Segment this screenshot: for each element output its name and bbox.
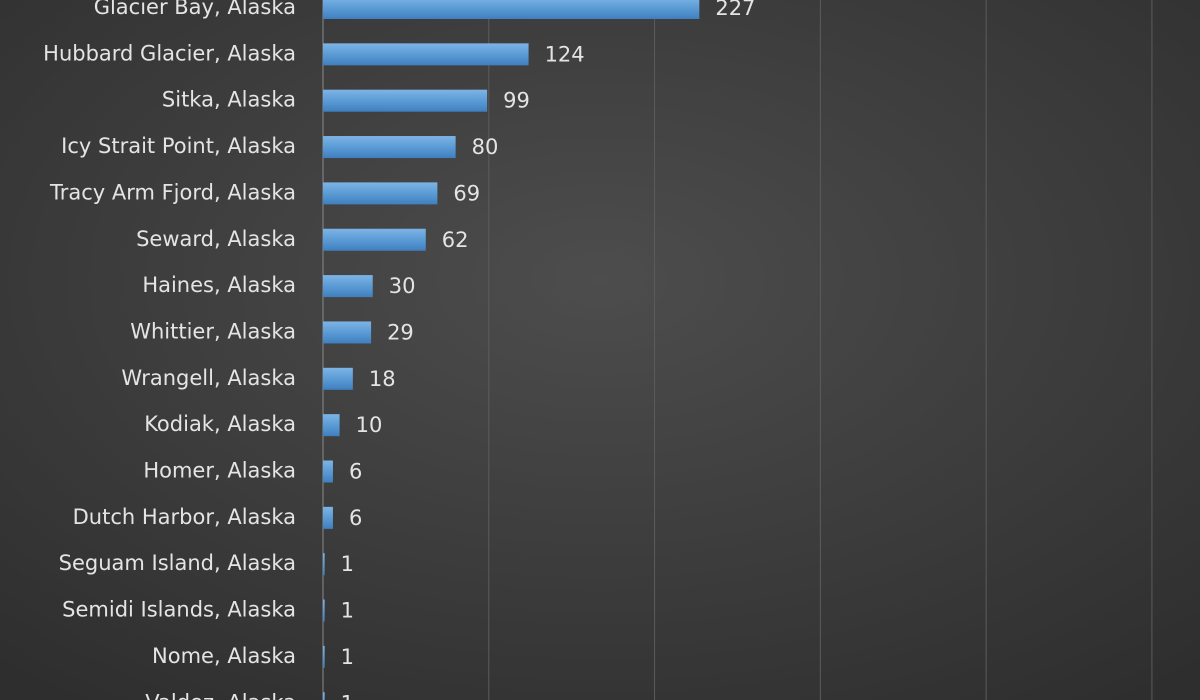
bar: [323, 599, 325, 622]
y-tick-label: Seguam Island, Alaska: [59, 551, 296, 575]
value-label: 124: [545, 42, 585, 66]
bar: [323, 692, 325, 700]
bar: [323, 553, 325, 576]
bar: [323, 414, 340, 437]
value-label: 1: [341, 645, 354, 669]
y-tick-label: Semidi Islands, Alaska: [62, 598, 296, 622]
bar: [323, 506, 333, 529]
value-label: 69: [453, 181, 480, 205]
value-label: 1: [341, 599, 354, 623]
bar: [323, 43, 529, 66]
bar: [323, 275, 373, 298]
bar: [323, 321, 372, 344]
value-label: 1: [341, 691, 354, 700]
y-tick-label: Dutch Harbor, Alaska: [73, 505, 296, 529]
y-tick-label: Whittier, Alaska: [130, 319, 296, 343]
y-tick-label: Seward, Alaska: [136, 227, 296, 251]
value-label: 6: [349, 460, 362, 484]
y-tick-label: Sitka, Alaska: [162, 88, 296, 112]
bar: [323, 228, 426, 251]
y-tick-label: Tracy Arm Fjord, Alaska: [49, 180, 296, 204]
y-tick-label: Glacier Bay, Alaska: [94, 0, 296, 19]
value-label: 80: [472, 135, 499, 159]
y-tick-label: Haines, Alaska: [142, 273, 296, 297]
bar: [323, 0, 700, 19]
value-label: 6: [349, 506, 362, 530]
value-label: 227: [715, 0, 755, 20]
value-label: 30: [389, 274, 416, 298]
y-tick-label: Icy Strait Point, Alaska: [61, 134, 296, 158]
bar: [323, 136, 456, 159]
value-label: 62: [442, 228, 469, 252]
y-tick-label: Nome, Alaska: [152, 644, 296, 668]
y-tick-label: Kodiak, Alaska: [144, 412, 296, 436]
value-label: 1: [341, 552, 354, 576]
y-tick-label: Valdez, Alaska: [145, 690, 296, 700]
y-tick-label: Wrangell, Alaska: [121, 366, 296, 390]
y-tick-label: Hubbard Glacier, Alaska: [43, 41, 296, 65]
bar: [323, 460, 333, 483]
value-label: 29: [387, 320, 414, 344]
bar: [323, 367, 353, 390]
bar: [323, 89, 488, 112]
value-label: 10: [356, 413, 383, 437]
value-label: 18: [369, 367, 396, 391]
y-tick-label: Homer, Alaska: [143, 459, 296, 483]
value-label: 99: [503, 89, 530, 113]
bar: [323, 182, 438, 205]
bar: [323, 645, 325, 668]
